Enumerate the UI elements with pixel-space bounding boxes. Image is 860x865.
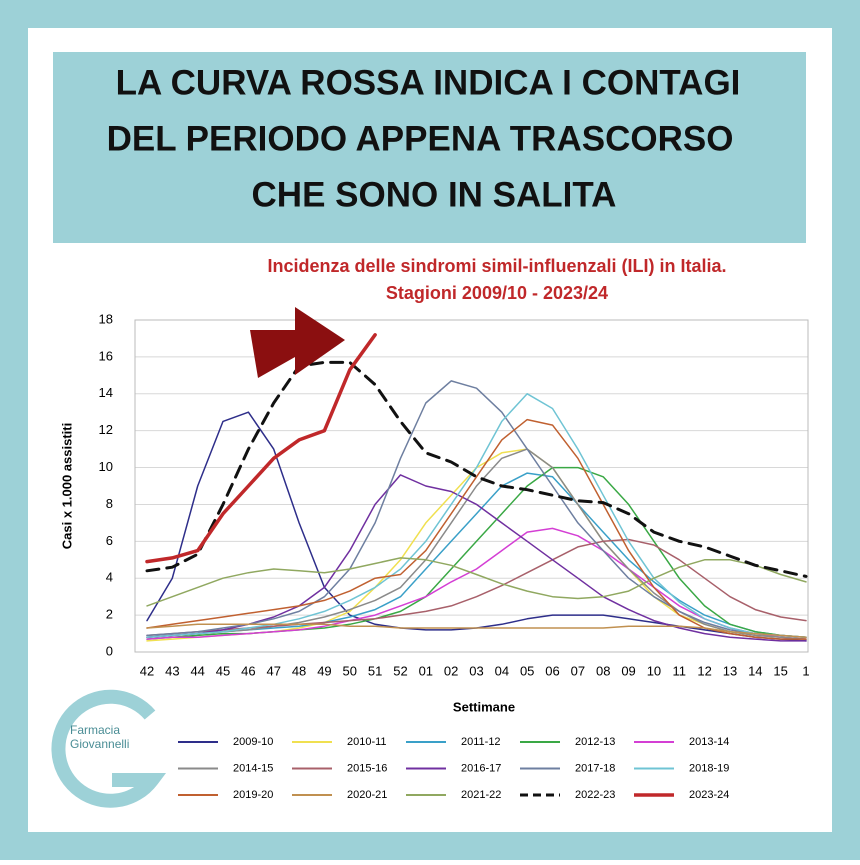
legend-label: 2012-13 <box>575 736 615 748</box>
x-tick-label: 49 <box>317 663 331 678</box>
y-tick-label: 16 <box>99 348 113 363</box>
legend-label: 2009-10 <box>233 736 273 748</box>
legend-label: 2019-20 <box>233 789 273 801</box>
legend-label: 2015-16 <box>347 762 387 774</box>
x-tick-label: 08 <box>596 663 610 678</box>
x-tick-label: 42 <box>140 663 154 678</box>
logo-text: Farmacia <box>70 723 120 737</box>
x-tick-label: 12 <box>697 663 711 678</box>
legend-label: 2014-15 <box>233 762 273 774</box>
x-tick-label: 10 <box>647 663 661 678</box>
logo-shape <box>51 689 167 808</box>
legend-label: 2017-18 <box>575 762 615 774</box>
x-tick-label: 50 <box>343 663 357 678</box>
x-tick-label: 03 <box>469 663 483 678</box>
x-tick-label: 47 <box>266 663 280 678</box>
logo: Farmacia Giovannelli <box>51 689 167 808</box>
series-line <box>145 360 808 578</box>
legend-label: 2011-12 <box>461 736 501 748</box>
series-line <box>146 380 807 638</box>
series-line <box>146 448 807 640</box>
header-title: CHE SONO IN SALITA <box>252 175 617 214</box>
y-tick-label: 2 <box>106 607 113 622</box>
x-tick-label: 43 <box>165 663 179 678</box>
header-title: LA CURVA ROSSA INDICA I CONTAGI <box>116 63 741 102</box>
y-axis-label: Casi x 1.000 assistiti <box>59 423 74 549</box>
arrow <box>250 307 345 378</box>
legend-label: 2010-11 <box>347 736 387 748</box>
series-line <box>146 623 807 638</box>
y-tick-label: 12 <box>99 422 113 437</box>
x-tick-label: 06 <box>545 663 559 678</box>
x-tick-label: 45 <box>216 663 230 678</box>
x-tick-label: 09 <box>621 663 635 678</box>
x-tick-label: 14 <box>748 663 762 678</box>
x-tick-label: 15 <box>773 663 787 678</box>
x-tick-label: 46 <box>241 663 255 678</box>
legend-label: 2023-24 <box>689 789 729 801</box>
y-tick-label: 8 <box>106 496 113 511</box>
x-tick-label: 04 <box>495 663 509 678</box>
x-tick-label: 05 <box>520 663 534 678</box>
x-tick-label: 13 <box>723 663 737 678</box>
chart-title: Incidenza delle sindromi simil-influenza… <box>267 256 726 276</box>
x-tick-label: 48 <box>292 663 306 678</box>
header-box <box>53 52 806 243</box>
chart-title: Stagioni 2009/10 - 2023/24 <box>386 283 608 303</box>
y-tick-label: 6 <box>106 533 113 548</box>
x-tick-label: 44 <box>190 663 204 678</box>
legend-label: 2022-23 <box>575 789 615 801</box>
y-tick-label: 14 <box>99 385 113 400</box>
legend-label: 2013-14 <box>689 736 729 748</box>
x-tick-label: 52 <box>393 663 407 678</box>
legend-label: 2018-19 <box>689 762 729 774</box>
y-tick-label: 0 <box>106 643 113 658</box>
x-tick-label: 02 <box>444 663 458 678</box>
x-tick-label: 1 <box>802 663 809 678</box>
legend-label: 2021-22 <box>461 789 501 801</box>
x-tick-label: 51 <box>368 663 382 678</box>
series-line <box>146 527 807 640</box>
series-line <box>146 557 807 607</box>
series-line <box>145 333 377 564</box>
y-tick-label: 18 <box>99 311 113 326</box>
x-axis-label: Settimane <box>453 699 515 714</box>
y-tick-label: 4 <box>106 570 113 585</box>
x-tick-label: 11 <box>673 663 687 678</box>
series-line <box>146 418 807 640</box>
legend-label: 2016-17 <box>461 762 501 774</box>
logo-text: Giovannelli <box>70 737 129 751</box>
x-tick-label: 07 <box>571 663 585 678</box>
y-tick-label: 10 <box>99 459 113 474</box>
legend-label: 2020-21 <box>347 789 387 801</box>
header-title: DEL PERIODO APPENA TRASCORSO <box>107 119 734 158</box>
x-tick-label: 01 <box>419 663 433 678</box>
plot-frame <box>134 319 809 653</box>
series-line <box>146 393 807 638</box>
